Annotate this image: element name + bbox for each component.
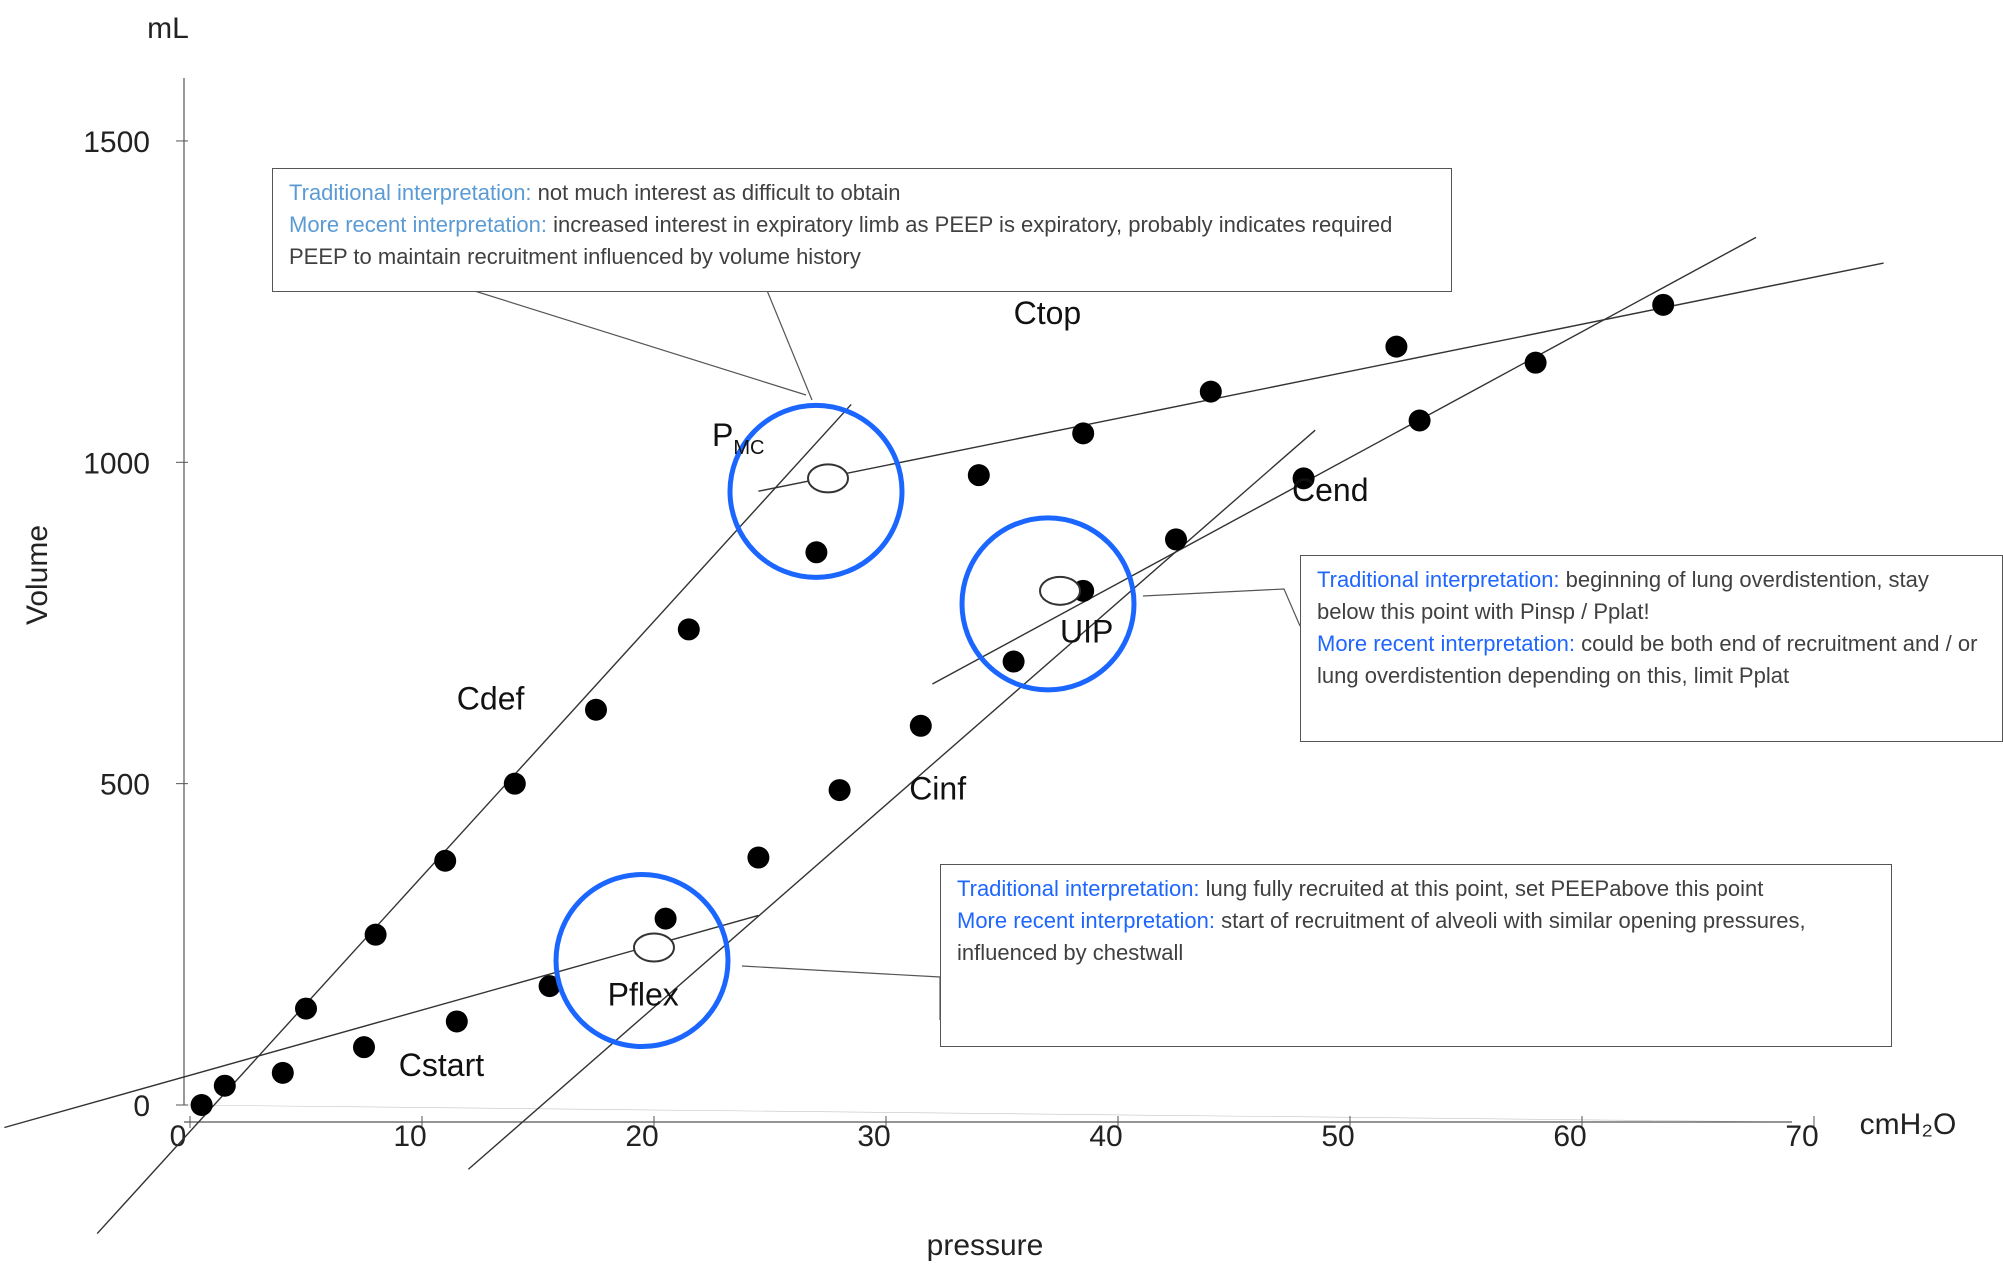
curve-label-subscript: MC [733, 437, 764, 459]
annotation-box-pflex: Traditional interpretation: lung fully r… [940, 864, 1892, 1047]
annotation-connector-3 [741, 965, 941, 1020]
x-tick-label: 0 [170, 1120, 187, 1153]
x-axis-baseline [183, 1104, 1793, 1123]
x-tick-label: 10 [393, 1120, 426, 1153]
inflation-point [190, 1094, 213, 1116]
fit-line-ctop [758, 262, 1884, 492]
curve-labels: Ctop Cend Cdef Cinf Pflex Cstart UIP PMC [399, 295, 1369, 1083]
inflation-point [271, 1061, 294, 1084]
deflation-point [805, 541, 828, 564]
recent-text: increased interest in expiratory limb as… [289, 212, 1393, 269]
x-tick-label: 20 [625, 1120, 658, 1153]
inflection-markers [633, 463, 1081, 963]
annotation-box-pmc: Traditional interpretation: not much int… [272, 168, 1452, 292]
annotation-connector-0 [464, 287, 807, 396]
recent-text: start of recruitment of alveoli with sim… [957, 908, 1806, 965]
y-tick-label: 0 [133, 1090, 150, 1123]
annotation-box-uip: Traditional interpretation: beginning of… [1300, 555, 2003, 742]
x-tick-label: 30 [857, 1120, 890, 1153]
inflation-point [353, 1036, 375, 1059]
annotation-connector-2 [1142, 588, 1301, 627]
traditional-text: not much interest as difficult to obtain [531, 180, 901, 205]
recent-label: More recent interpretation: [289, 212, 548, 237]
curve-label-ctop: Ctop [1014, 295, 1082, 331]
highlight-circle-uip [959, 515, 1137, 693]
x-unit-label: cmH₂O [1860, 1108, 1957, 1141]
curve-label-cstart: Cstart [399, 1047, 484, 1083]
deflation-point [677, 618, 700, 641]
inflection-uip [1039, 575, 1081, 606]
traditional-label: Traditional interpretation: [1317, 567, 1560, 592]
data-points [190, 293, 1675, 1116]
axes: 0 10 20 30 40 50 60 70 0 500 1000 1500 pressure Volum… [21, 12, 1956, 1262]
deflation-point [585, 698, 607, 721]
inflection-p-mc [807, 463, 849, 494]
x-tick-label: 40 [1089, 1120, 1122, 1153]
deflation-point [967, 464, 990, 487]
deflation-point [364, 923, 387, 946]
recent-label: More recent interpretation: [957, 908, 1216, 933]
curve-label-cdef: Cdef [457, 681, 525, 717]
traditional-text: lung fully recruited at this point, set … [1199, 876, 1764, 901]
inflation-point [1165, 528, 1187, 551]
deflation-point [434, 849, 457, 872]
deflation-point [1199, 380, 1222, 403]
deflation-point [503, 772, 526, 795]
highlight-circle-pflex [553, 872, 731, 1050]
recent-text: could be both end of recruitment and / o… [1317, 631, 1978, 688]
x-tick-label: 60 [1553, 1120, 1586, 1153]
inflation-point [828, 779, 851, 802]
annotation-connector-1 [765, 287, 813, 401]
curve-label-cinf: Cinf [909, 771, 966, 807]
inflation-point [1408, 409, 1431, 432]
x-tick-label: 50 [1321, 1120, 1354, 1153]
inflation-point [213, 1074, 236, 1097]
y-tick-label: 1000 [83, 447, 150, 480]
fit-line-cend [932, 236, 1757, 685]
highlight-circle-p-mc [727, 402, 905, 580]
inflation-point [747, 846, 770, 869]
y-unit-label: mL [147, 12, 189, 45]
curve-label-cend: Cend [1292, 472, 1369, 508]
inflation-point [1002, 650, 1025, 673]
fit-line-cinf [467, 429, 1316, 1170]
traditional-text: beginning of lung overdistention, stay b… [1317, 567, 1929, 624]
recent-label: More recent interpretation: [1317, 631, 1576, 656]
deflation-point [1385, 335, 1408, 358]
y-tick-label: 1500 [83, 126, 150, 159]
inflation-point [445, 1010, 468, 1033]
inflation-point [1292, 467, 1315, 490]
y-axis-title: Volume [21, 525, 54, 625]
x-axis-title: pressure [927, 1229, 1044, 1262]
inflation-point [909, 714, 932, 737]
inflection-pflex [633, 932, 675, 963]
curve-label-pmc: PMC [712, 417, 764, 459]
traditional-label: Traditional interpretation: [957, 876, 1200, 901]
inflation-point [654, 907, 677, 930]
highlight-circles [553, 402, 1137, 1050]
deflation-point [295, 997, 317, 1020]
curve-label-uip: UIP [1060, 613, 1113, 649]
deflation-point [1072, 422, 1095, 445]
fit-line-cstart [4, 914, 759, 1129]
x-tick-label: 70 [1785, 1120, 1818, 1153]
traditional-label: Traditional interpretation: [289, 180, 532, 205]
inflation-point [1524, 351, 1547, 374]
inflation-point [538, 975, 561, 998]
fit-lines [4, 236, 1884, 1235]
curve-label-pflex: Pflex [608, 976, 679, 1012]
inflation-point [1652, 293, 1675, 316]
y-tick-label: 500 [100, 769, 150, 802]
